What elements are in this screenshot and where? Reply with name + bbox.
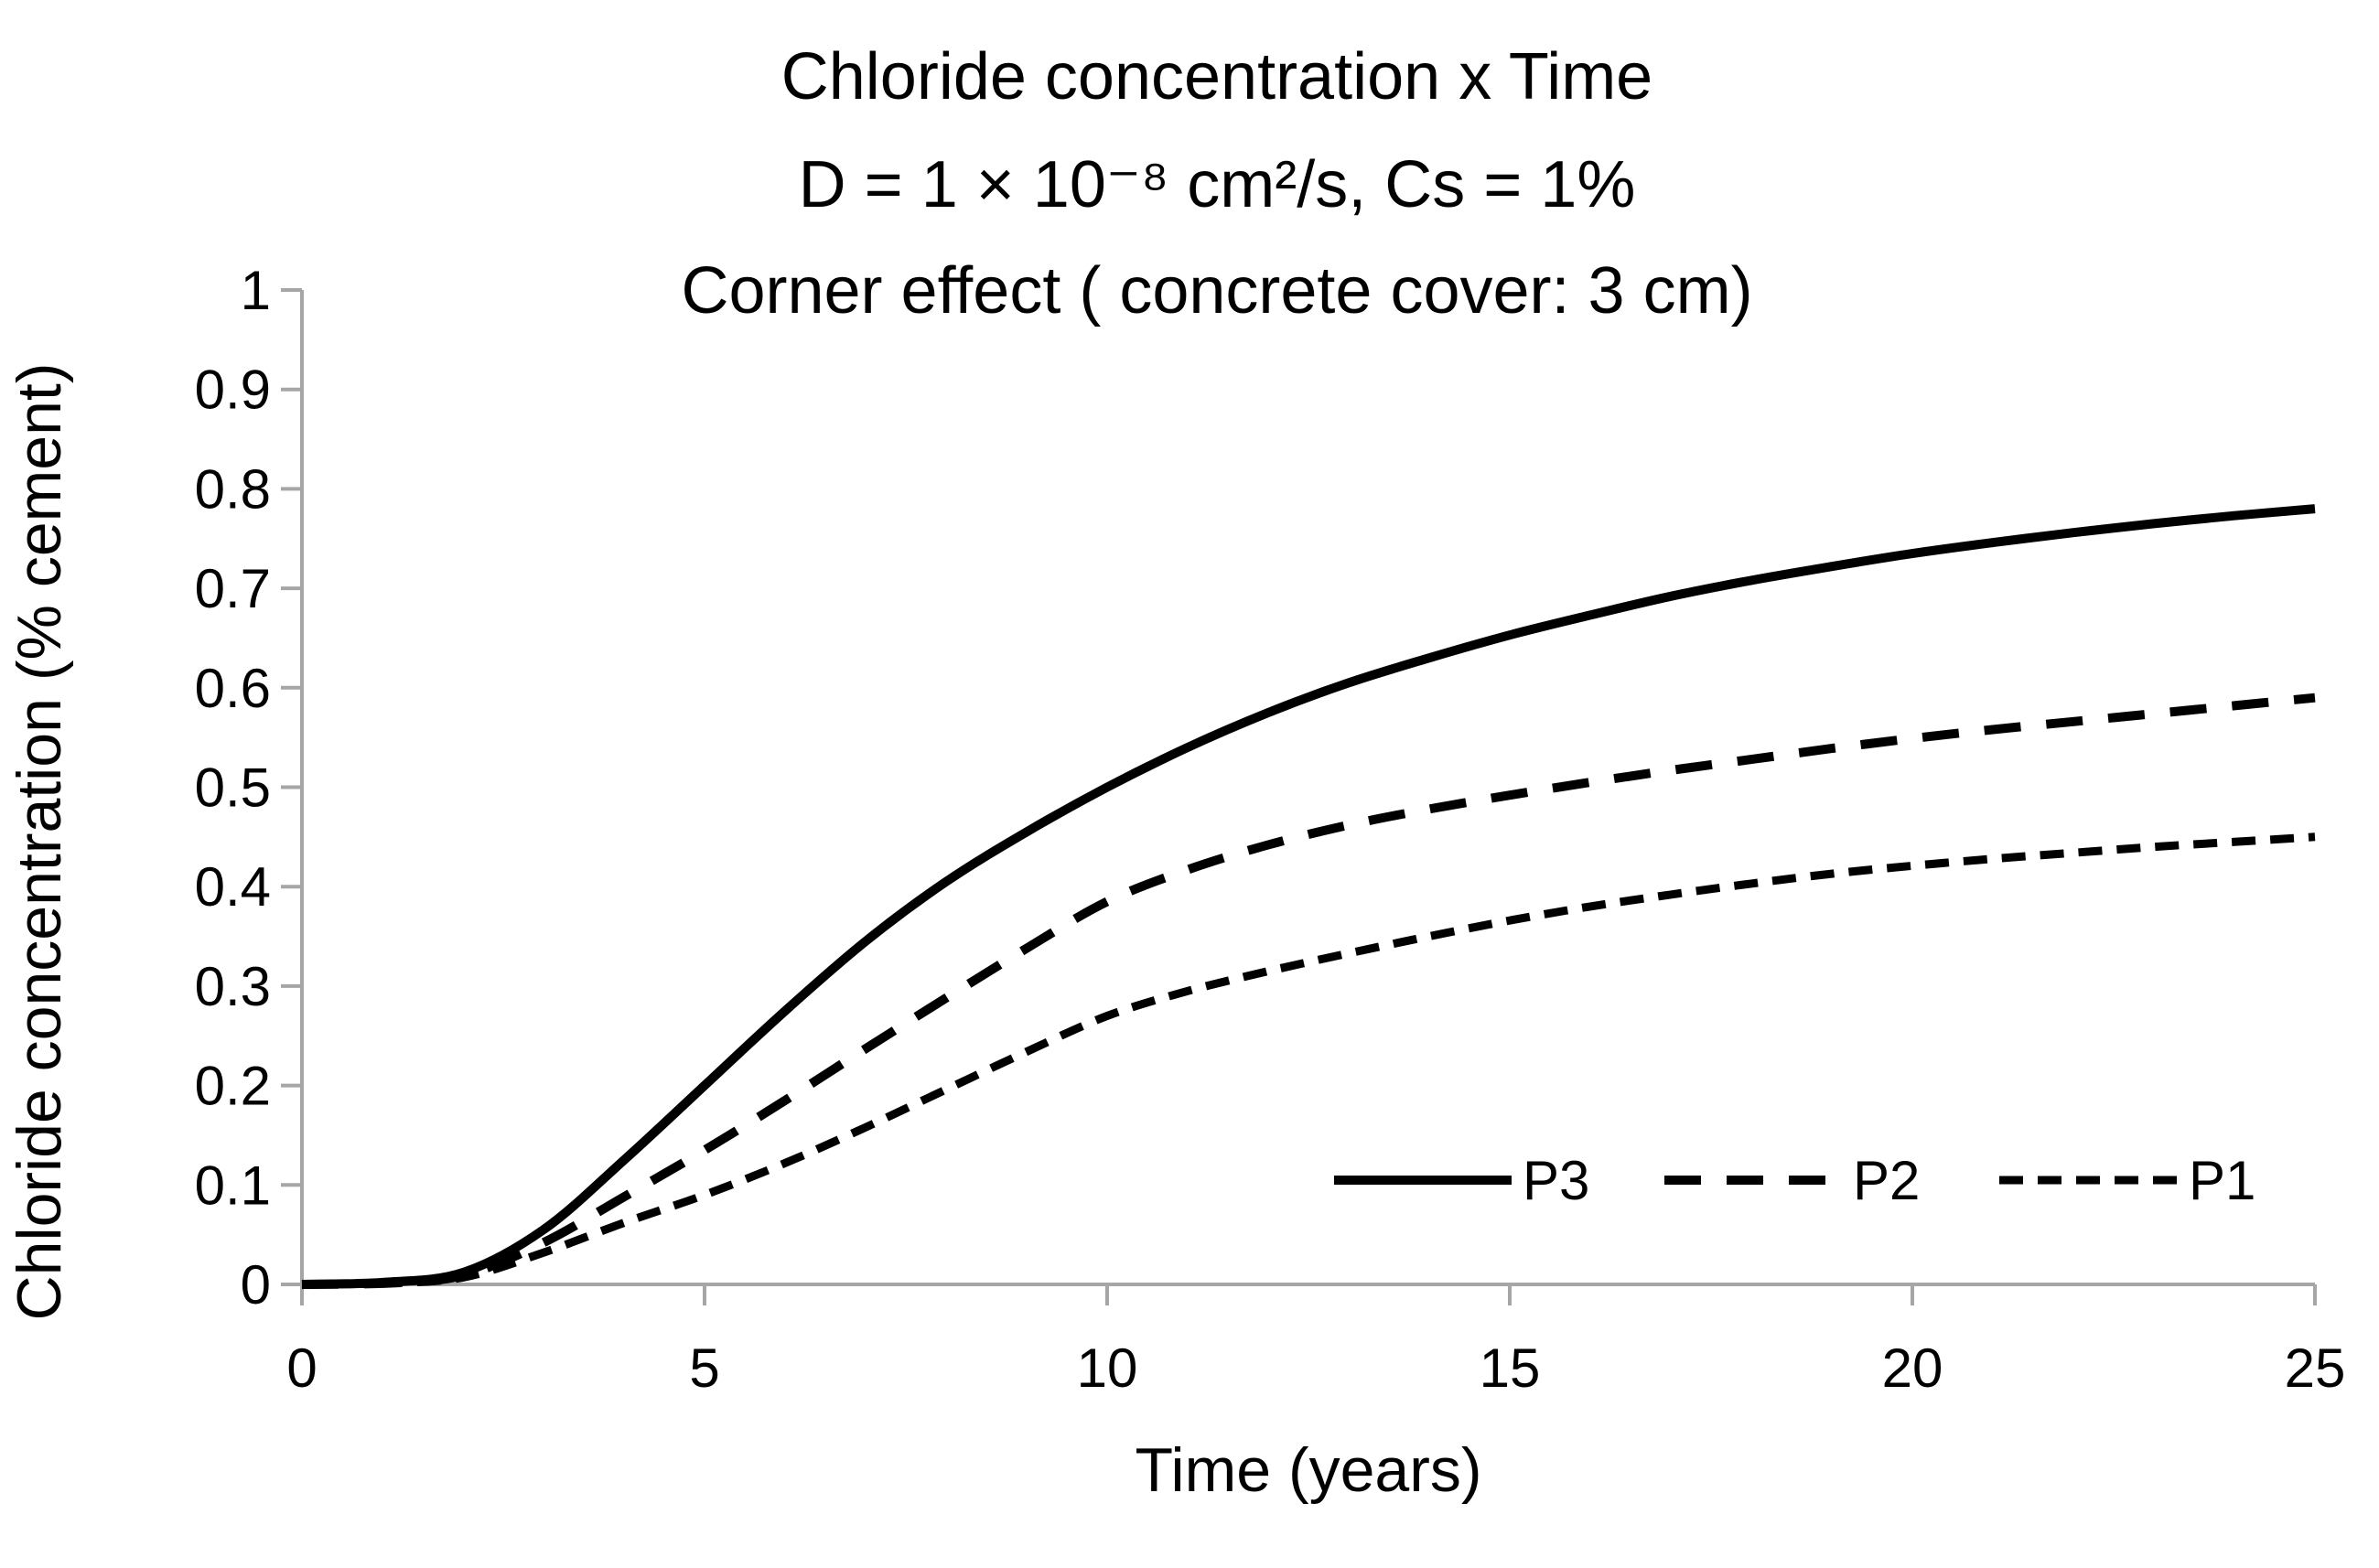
plot-curves (301, 504, 2316, 1289)
chart-title-line-3: Corner effect ( concrete cover: 3 cm) (681, 254, 1752, 328)
x-tick-label: 10 (1077, 1337, 1138, 1399)
x-axis-ticks: 0 5 10 15 20 25 (286, 1284, 2345, 1399)
y-tick-label: 0.4 (195, 856, 271, 918)
legend-label-p1: P1 (2189, 1150, 2255, 1211)
curve-p1 (301, 832, 2316, 1289)
x-tick-label: 0 (286, 1337, 317, 1399)
y-tick-label: 0 (241, 1254, 271, 1316)
y-tick-label: 0.7 (195, 558, 271, 619)
y-tick-label: 0.9 (195, 360, 271, 421)
x-tick-label: 20 (1882, 1337, 1943, 1399)
x-tick-label: 25 (2285, 1337, 2346, 1399)
y-tick-label: 0.6 (195, 658, 271, 719)
x-axis-title: Time (years) (1135, 1435, 1481, 1505)
curve-p3 (301, 504, 2316, 1289)
x-tick-label: 15 (1480, 1337, 1541, 1399)
x-tick-label: 5 (689, 1337, 719, 1399)
curve-p2 (301, 693, 2316, 1289)
y-tick-label: 0.5 (195, 757, 271, 819)
y-tick-label: 0.8 (195, 458, 271, 520)
y-tick-label: 0.1 (195, 1155, 271, 1216)
y-axis-ticks: 0 0.1 0.2 0.3 0.4 0.5 0.6 0.7 0.8 0.9 1 (195, 260, 302, 1316)
legend-label-p2: P2 (1853, 1150, 1920, 1211)
legend-label-p3: P3 (1523, 1150, 1589, 1211)
y-tick-label: 0.2 (195, 1056, 271, 1117)
chart-title-line-1: Chloride concentration x Time (781, 40, 1652, 113)
chart-title-line-2: D = 1 × 10⁻⁸ cm²/s, Cs = 1% (799, 148, 1636, 221)
legend: P3 P2 P1 (1334, 1150, 2255, 1211)
y-axis-title: Chloride concentration (% cement) (5, 363, 74, 1321)
y-tick-label: 1 (241, 260, 271, 321)
y-tick-label: 0.3 (195, 956, 271, 1017)
